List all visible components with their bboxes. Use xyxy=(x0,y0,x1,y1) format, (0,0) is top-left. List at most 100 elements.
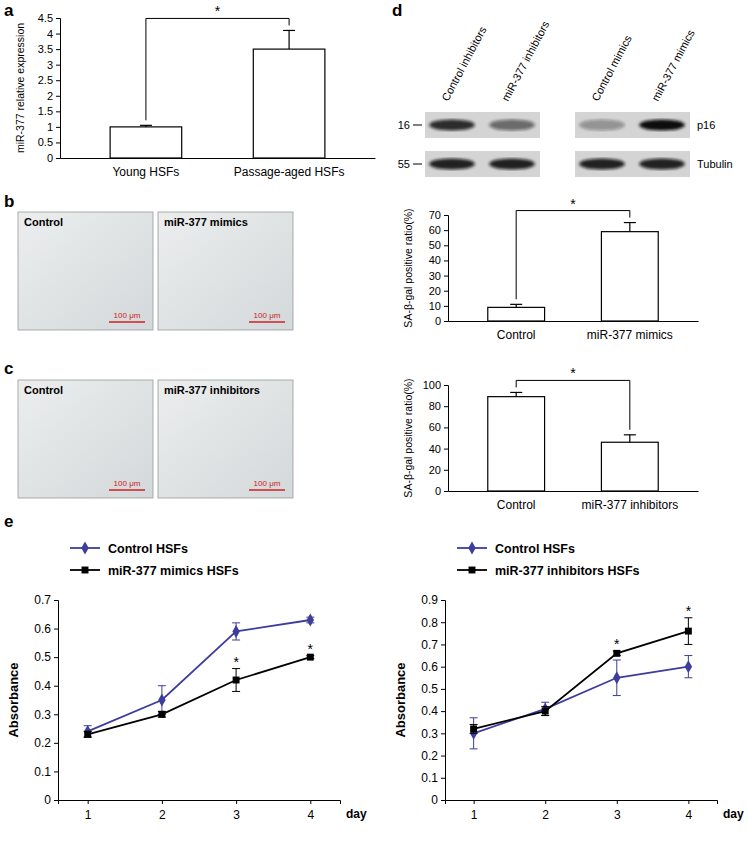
plot-area xyxy=(110,30,325,158)
x-tick-mark xyxy=(236,800,237,804)
y-tick: 30 xyxy=(429,270,448,282)
bar xyxy=(601,232,658,321)
error-bar xyxy=(158,686,166,715)
micrograph-image xyxy=(158,380,293,498)
y-tick-label: 0.5 xyxy=(421,682,438,696)
y-tick: 0.6 xyxy=(421,660,445,674)
error-bar xyxy=(232,669,240,692)
error-bar xyxy=(470,718,478,749)
error-bar-cap xyxy=(510,304,522,305)
y-tick: 0.7 xyxy=(421,638,445,652)
y-tick-label: 1.5 xyxy=(38,105,53,117)
panel-label: c xyxy=(4,359,13,378)
error-bar-cap xyxy=(140,125,152,126)
y-tick: 0.2 xyxy=(421,749,445,763)
plot-area xyxy=(488,223,658,321)
size-marker-label: 55 xyxy=(398,158,410,170)
x-tick-mark xyxy=(88,800,89,804)
error-bar xyxy=(84,726,92,737)
point xyxy=(542,708,549,715)
scale-bar xyxy=(109,321,145,323)
x-axis: 1234 xyxy=(59,800,341,822)
error-bar-cap xyxy=(232,622,240,623)
error-bar-cap xyxy=(613,695,621,696)
x-tick: Passage-aged HSFs xyxy=(234,158,345,179)
y-tick-mark xyxy=(54,600,58,601)
panel-label: e xyxy=(4,512,13,531)
bar-chart: 00.511.522.533.544.5Young HSFsPassage-ag… xyxy=(14,3,376,178)
y-tick-label: 0.1 xyxy=(421,771,438,785)
y-tick-mark xyxy=(441,667,445,668)
error-bar-cap xyxy=(541,715,549,716)
blot-strip xyxy=(575,112,690,138)
legend-marker xyxy=(468,542,475,555)
error-bar-stem xyxy=(288,30,289,49)
y-tick-label: 3.5 xyxy=(38,43,53,55)
y-tick: 0.3 xyxy=(421,727,445,741)
significance-mark: * xyxy=(215,3,221,19)
x-tick-mark xyxy=(310,800,311,804)
bar xyxy=(253,49,325,158)
y-tick-label: 0.8 xyxy=(421,616,438,630)
plot-area xyxy=(84,614,315,738)
y-tick: 4.5 xyxy=(38,12,60,24)
y-tick-mark xyxy=(444,260,448,261)
bar-chart: 020406080100ControlmiR-377 inhibitorsSA-… xyxy=(402,365,699,511)
y-tick-label: 0.7 xyxy=(34,593,51,607)
lane-label: miR-377 mimics xyxy=(649,27,697,103)
lane-label: Control inhibitors xyxy=(439,24,489,103)
error-bar xyxy=(232,623,240,640)
point xyxy=(84,725,91,738)
blot-strip xyxy=(575,151,690,177)
y-axis: 00.10.20.30.40.50.60.7 xyxy=(34,593,58,807)
y-tick-mark xyxy=(56,80,60,81)
y-tick-label: 0.2 xyxy=(421,749,438,763)
series-line xyxy=(474,631,689,729)
y-tick: 0.5 xyxy=(38,136,60,148)
error-bar xyxy=(684,618,692,645)
blot-band xyxy=(639,120,685,131)
y-tick: 2.5 xyxy=(38,74,60,86)
y-tick-label: 1 xyxy=(47,121,53,133)
error-bar-cap xyxy=(283,30,295,31)
y-tick-label: 0.4 xyxy=(34,679,51,693)
blot-band xyxy=(579,120,625,131)
scale-bar xyxy=(249,489,285,491)
y-tick-mark xyxy=(56,34,60,35)
error-bar-stem xyxy=(516,392,517,396)
legend: Control HSFsmiR-377 inhibitors HSFs xyxy=(457,542,640,578)
western-blot: Control inhibitorsmiR-377 inhibitorsCont… xyxy=(398,19,733,177)
y-tick-mark xyxy=(441,644,445,645)
y-tick: 1.5 xyxy=(38,105,60,117)
y-tick-mark xyxy=(444,215,448,216)
x-tick-label: 2 xyxy=(542,808,549,822)
significance-bracket xyxy=(516,211,630,300)
y-tick: 60 xyxy=(429,224,448,236)
legend-label: Control HSFs xyxy=(495,542,575,556)
y-tick: 3 xyxy=(47,59,60,71)
y-axis-title: Absorbance xyxy=(393,662,408,737)
panel-label: b xyxy=(4,192,14,211)
lane-label: Control mimics xyxy=(589,33,634,103)
x-axis: 1234 xyxy=(446,800,718,822)
y-tick-label: 0.9 xyxy=(421,593,438,607)
significance-bracket xyxy=(146,18,289,120)
blot-band xyxy=(639,159,685,170)
scale-bar-label: 100 μm xyxy=(114,311,141,320)
significance-mark: * xyxy=(570,365,576,381)
error-bar-cap xyxy=(232,640,240,641)
blot-row-label: p16 xyxy=(697,119,715,131)
y-axis-line xyxy=(444,386,449,492)
point xyxy=(685,628,692,635)
y-tick: 0.4 xyxy=(421,704,445,718)
blot-band xyxy=(429,120,475,131)
y-tick-mark xyxy=(444,491,448,492)
blot-band xyxy=(579,159,625,170)
blot-band xyxy=(489,120,535,131)
y-tick-mark xyxy=(444,406,448,407)
scale-bar xyxy=(109,489,145,491)
blot-band xyxy=(489,159,535,170)
scale-bar-label: 100 μm xyxy=(254,311,281,320)
y-tick: 0 xyxy=(47,152,60,164)
x-axis-line xyxy=(449,491,699,492)
